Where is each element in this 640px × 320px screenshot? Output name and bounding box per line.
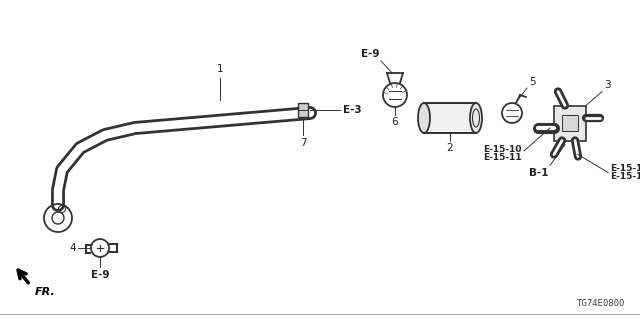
Text: E-9: E-9 [360,49,379,59]
Text: 6: 6 [392,117,398,127]
Text: E-15-10: E-15-10 [483,145,522,154]
Text: E-15-10: E-15-10 [610,164,640,173]
Bar [424,103,476,133]
Text: B-1: B-1 [529,169,548,179]
Text: E-3: E-3 [343,105,362,115]
Text: 3: 3 [604,81,611,91]
Text: E-15-11: E-15-11 [483,153,522,162]
Text: E-9: E-9 [91,270,109,280]
Text: E-15-11: E-15-11 [610,172,640,181]
Text: FR.: FR. [35,287,56,297]
Text: 5: 5 [529,77,536,87]
Bar [554,106,586,140]
Ellipse shape [470,103,482,133]
Text: 2: 2 [447,143,453,153]
Ellipse shape [418,103,430,133]
Text: 7: 7 [300,138,307,148]
Text: 1: 1 [217,64,223,74]
Bar [298,103,308,117]
Text: TG74E0800: TG74E0800 [577,299,625,308]
Bar [562,115,578,131]
Text: 4: 4 [69,243,76,253]
